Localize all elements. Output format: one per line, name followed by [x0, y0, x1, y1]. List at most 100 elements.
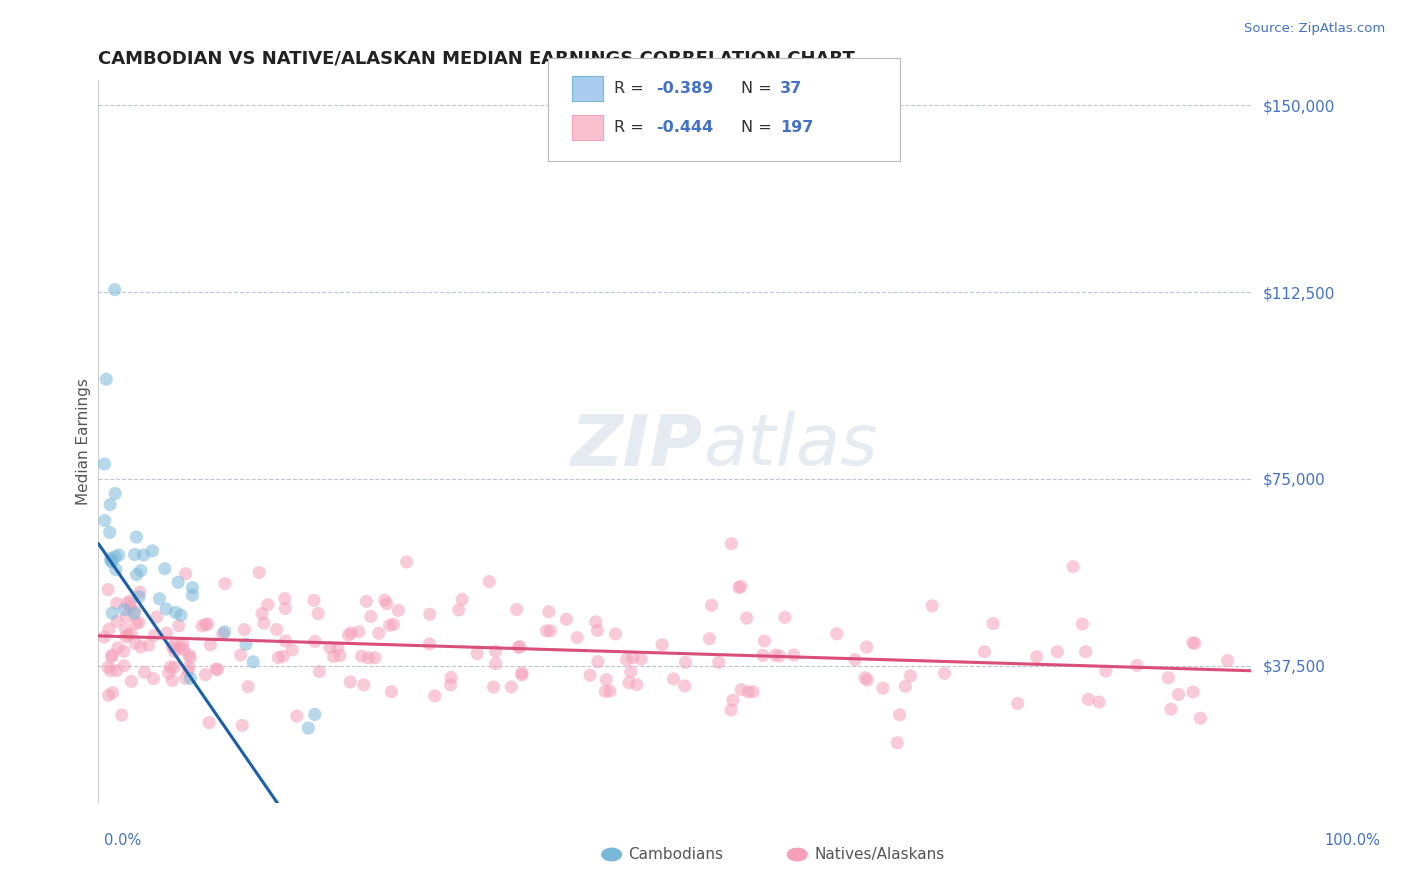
- Point: [439, 678, 461, 692]
- Point: [233, 623, 256, 637]
- Text: N =: N =: [741, 120, 778, 135]
- Point: [579, 668, 602, 682]
- Point: [886, 736, 908, 750]
- Point: [586, 624, 609, 638]
- Point: [319, 640, 342, 655]
- Point: [107, 548, 129, 562]
- Point: [256, 598, 278, 612]
- Point: [214, 624, 236, 639]
- Point: [194, 617, 217, 632]
- Point: [825, 626, 848, 640]
- Point: [482, 680, 505, 694]
- Point: [194, 667, 217, 681]
- Point: [146, 610, 169, 624]
- Point: [921, 599, 943, 613]
- Point: [155, 602, 177, 616]
- Point: [855, 640, 877, 654]
- Point: [485, 644, 508, 658]
- Point: [162, 640, 184, 654]
- Point: [229, 648, 252, 662]
- Point: [101, 555, 124, 569]
- Point: [350, 649, 373, 664]
- Point: [340, 626, 363, 640]
- Point: [1007, 697, 1029, 711]
- Point: [198, 715, 221, 730]
- Point: [105, 615, 128, 629]
- Point: [1184, 636, 1206, 650]
- Point: [730, 682, 752, 697]
- Text: -0.444: -0.444: [657, 120, 714, 135]
- Point: [129, 585, 152, 599]
- Point: [329, 648, 352, 663]
- Point: [1077, 692, 1099, 706]
- Point: [675, 656, 697, 670]
- Point: [253, 616, 276, 631]
- Point: [630, 652, 652, 666]
- Point: [730, 579, 752, 593]
- Point: [773, 610, 796, 624]
- Point: [159, 660, 181, 674]
- Point: [120, 599, 142, 614]
- Point: [485, 657, 508, 671]
- Y-axis label: Median Earnings: Median Earnings: [76, 378, 91, 505]
- Point: [510, 666, 533, 681]
- Text: CAMBODIAN VS NATIVE/ALASKAN MEDIAN EARNINGS CORRELATION CHART: CAMBODIAN VS NATIVE/ALASKAN MEDIAN EARNI…: [98, 50, 855, 68]
- Point: [720, 537, 742, 551]
- Point: [281, 643, 304, 657]
- Point: [100, 650, 122, 665]
- Point: [112, 644, 135, 658]
- Point: [339, 674, 361, 689]
- Point: [104, 563, 127, 577]
- Point: [235, 637, 257, 651]
- Point: [160, 673, 183, 688]
- Point: [382, 617, 405, 632]
- Point: [621, 650, 644, 665]
- Point: [177, 660, 200, 674]
- Point: [1088, 695, 1111, 709]
- Point: [353, 678, 375, 692]
- Point: [98, 498, 121, 512]
- Point: [124, 604, 146, 618]
- Point: [1189, 711, 1212, 725]
- Point: [586, 655, 609, 669]
- Point: [148, 591, 170, 606]
- Point: [536, 624, 558, 638]
- Point: [236, 680, 259, 694]
- Point: [271, 649, 294, 664]
- Point: [742, 685, 765, 699]
- Point: [360, 609, 382, 624]
- Point: [605, 627, 627, 641]
- Point: [242, 655, 264, 669]
- Point: [304, 634, 326, 648]
- Point: [143, 628, 166, 642]
- Point: [107, 640, 129, 655]
- Point: [96, 372, 118, 386]
- Point: [501, 680, 523, 694]
- Point: [662, 672, 685, 686]
- Point: [735, 611, 758, 625]
- Point: [1126, 658, 1149, 673]
- Point: [595, 673, 617, 687]
- Point: [1182, 685, 1205, 699]
- Point: [247, 566, 270, 580]
- Point: [200, 638, 222, 652]
- Point: [128, 615, 150, 630]
- Point: [93, 457, 115, 471]
- Point: [651, 638, 673, 652]
- Point: [308, 665, 330, 679]
- Point: [114, 622, 136, 636]
- Point: [93, 514, 115, 528]
- Point: [181, 588, 204, 602]
- Point: [1094, 664, 1116, 678]
- Point: [115, 630, 138, 644]
- Point: [721, 693, 744, 707]
- Point: [179, 672, 201, 686]
- Text: ZIP: ZIP: [571, 411, 703, 481]
- Point: [100, 664, 122, 678]
- Point: [737, 685, 759, 699]
- Point: [783, 648, 806, 662]
- Point: [387, 603, 409, 617]
- Text: 37: 37: [780, 81, 803, 95]
- Point: [616, 653, 638, 667]
- Point: [617, 675, 640, 690]
